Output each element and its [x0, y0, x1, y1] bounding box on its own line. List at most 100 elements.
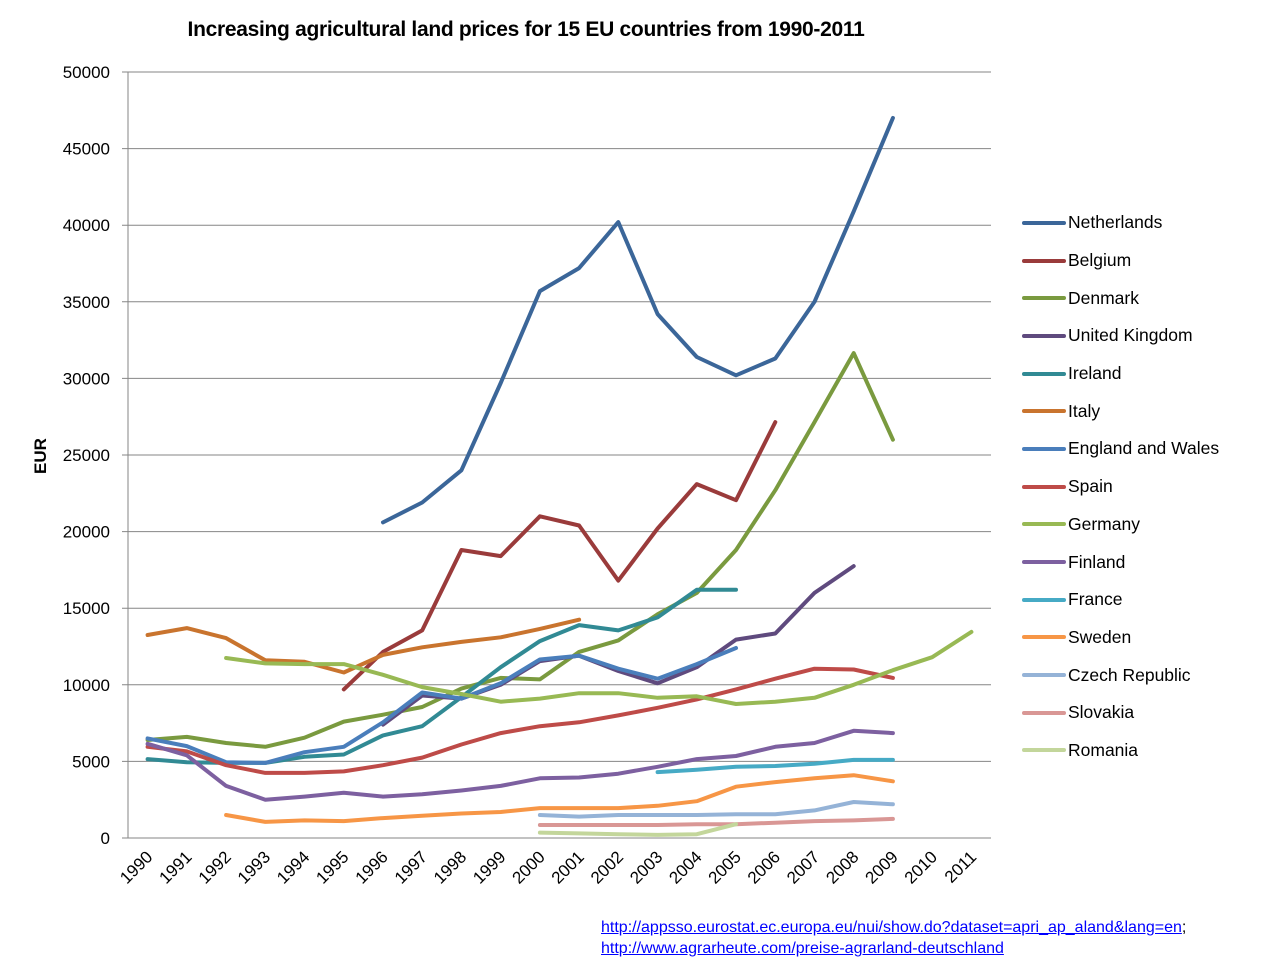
legend-item-italy: Italy — [1022, 392, 1219, 430]
legend-item-ireland: Ireland — [1022, 355, 1219, 393]
legend-swatch — [1022, 258, 1066, 263]
source-link-agrarheute[interactable]: http://www.agrarheute.com/preise-agrarla… — [601, 940, 1004, 957]
source-links: http://appsso.eurostat.ec.europa.eu/nui/… — [601, 917, 1186, 959]
series-line-sweden — [224, 773, 895, 824]
y-axis-label: EUR — [31, 438, 50, 474]
legend-item-romania: Romania — [1022, 732, 1219, 770]
legend-item-netherlands: Netherlands — [1022, 204, 1219, 242]
series-line-germany — [224, 629, 974, 706]
legend-label: Belgium — [1068, 250, 1132, 271]
legend-item-slovakia: Slovakia — [1022, 694, 1219, 732]
legend: Netherlands Belgium Denmark United Kingdom I… — [1022, 204, 1219, 769]
y-tick-label: 5000 — [72, 752, 110, 771]
x-tick-label: 1994 — [273, 847, 313, 887]
legend-item-sweden: Sweden — [1022, 619, 1219, 657]
y-tick-label: 15000 — [63, 599, 110, 618]
series-line-finland — [145, 728, 895, 802]
x-tick-label: 1996 — [352, 847, 392, 887]
x-tick-label: 1992 — [195, 847, 235, 887]
series-line-romania — [537, 822, 738, 837]
legend-swatch — [1022, 560, 1066, 565]
x-tick-label: 2000 — [509, 847, 549, 887]
series-line-slovakia — [537, 816, 895, 827]
x-axis-ticks: 1990 1991 1992 1993 1994 1995 1996 1997 1998 1999… — [116, 847, 980, 887]
legend-swatch — [1022, 710, 1066, 715]
legend-item-belgium: Belgium — [1022, 242, 1219, 280]
legend-item-germany: Germany — [1022, 506, 1219, 544]
source-link-eurostat[interactable]: http://appsso.eurostat.ec.europa.eu/nui/… — [601, 919, 1182, 936]
series-line-italy — [145, 617, 582, 675]
x-tick-label: 2008 — [822, 847, 862, 887]
x-tick-label: 2009 — [862, 847, 902, 887]
x-tick-label: 2003 — [626, 847, 666, 887]
legend-item-france: France — [1022, 581, 1219, 619]
series-line-denmark — [145, 351, 895, 749]
x-tick-label: 1999 — [469, 847, 509, 887]
x-tick-label: 1993 — [234, 847, 274, 887]
legend-label: France — [1068, 589, 1123, 610]
x-tick-label: 1990 — [116, 847, 156, 887]
legend-item-spain: Spain — [1022, 468, 1219, 506]
legend-item-finland: Finland — [1022, 543, 1219, 581]
y-tick-label: 10000 — [63, 676, 110, 695]
legend-item-czech-republic: Czech Republic — [1022, 656, 1219, 694]
legend-swatch — [1022, 296, 1066, 301]
x-tick-label: 1998 — [430, 847, 470, 887]
legend-swatch — [1022, 522, 1066, 527]
legend-swatch — [1022, 409, 1066, 414]
series-line-czech-republic — [537, 800, 895, 819]
x-tick-label: 2001 — [548, 847, 588, 887]
legend-label: Romania — [1068, 739, 1139, 760]
y-tick-label: 0 — [101, 829, 110, 848]
source-separator: ; — [1181, 919, 1187, 936]
y-tick-label: 50000 — [63, 63, 110, 82]
y-tick-label: 25000 — [63, 446, 110, 465]
y-tick-label: 35000 — [63, 293, 110, 312]
legend-label: United Kingdom — [1068, 325, 1193, 346]
series-line-france — [655, 757, 895, 775]
gridlines — [122, 71, 991, 839]
legend-label: Spain — [1068, 476, 1113, 497]
legend-label: Slovakia — [1068, 702, 1135, 723]
legend-item-united-kingdom: United Kingdom — [1022, 317, 1219, 355]
legend-label: Czech Republic — [1068, 664, 1191, 685]
legend-item-england-and-wales: England and Wales — [1022, 430, 1219, 468]
legend-swatch — [1022, 748, 1066, 753]
y-tick-label: 20000 — [63, 523, 110, 542]
y-tick-label: 30000 — [63, 369, 110, 388]
x-tick-label: 1991 — [155, 847, 195, 887]
series-lines — [145, 116, 974, 837]
chart-title: Increasing agricultural land prices for … — [187, 18, 865, 41]
legend-swatch — [1022, 597, 1066, 602]
legend-swatch — [1022, 371, 1066, 376]
x-tick-label: 1995 — [312, 847, 352, 887]
series-line-spain — [145, 666, 895, 775]
legend-item-denmark: Denmark — [1022, 279, 1219, 317]
x-tick-label: 2006 — [744, 847, 784, 887]
x-tick-label: 2005 — [705, 847, 745, 887]
legend-label: England and Wales — [1068, 438, 1220, 459]
legend-label: Italy — [1068, 400, 1101, 421]
legend-swatch — [1022, 635, 1066, 640]
legend-swatch — [1022, 333, 1066, 338]
y-tick-label: 45000 — [63, 140, 110, 159]
y-axis-ticks: 0 5000 10000 15000 20000 25000 30000 35000 40000… — [63, 63, 110, 848]
x-tick-label: 2004 — [665, 847, 705, 887]
series-line-netherlands — [381, 116, 895, 525]
series-line-england-and-wales — [145, 646, 738, 765]
legend-label: Denmark — [1068, 287, 1139, 308]
legend-swatch — [1022, 220, 1066, 225]
legend-swatch — [1022, 446, 1066, 451]
y-tick-label: 40000 — [63, 216, 110, 235]
legend-swatch — [1022, 484, 1066, 489]
x-tick-label: 2007 — [783, 847, 823, 887]
x-tick-label: 1997 — [391, 847, 431, 887]
legend-label: Sweden — [1068, 626, 1132, 647]
x-tick-label: 2011 — [941, 847, 980, 886]
x-tick-label: 2002 — [587, 847, 627, 887]
x-tick-label: 2010 — [901, 847, 941, 887]
legend-label: Finland — [1068, 551, 1126, 572]
legend-label: Germany — [1068, 513, 1140, 534]
legend-label: Netherlands — [1068, 212, 1163, 233]
